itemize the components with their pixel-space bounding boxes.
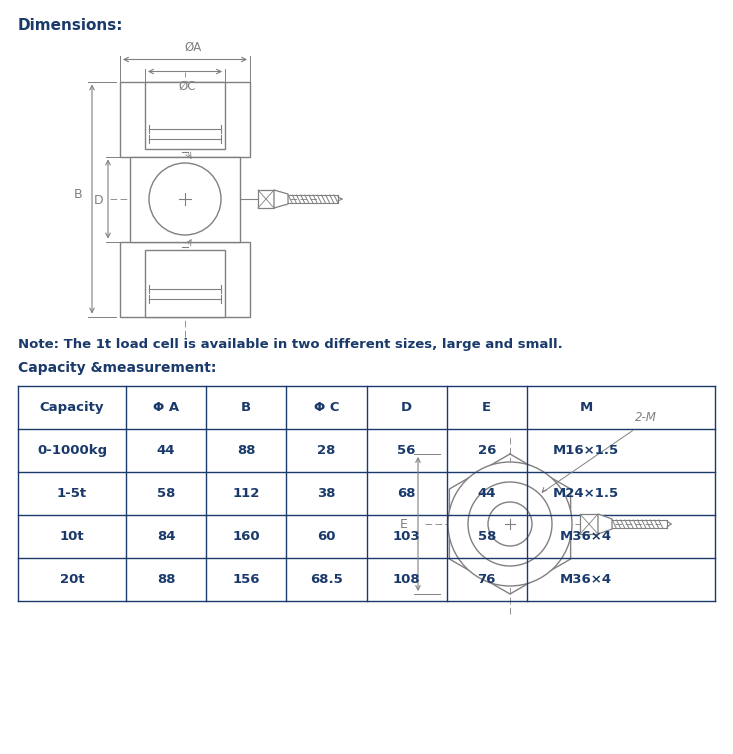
Bar bbox=[120, 241, 250, 317]
Text: 156: 156 bbox=[232, 573, 260, 586]
Circle shape bbox=[149, 163, 221, 235]
Bar bbox=[580, 514, 598, 534]
Text: E: E bbox=[482, 401, 491, 414]
Text: 108: 108 bbox=[393, 573, 421, 586]
Text: Φ C: Φ C bbox=[314, 401, 339, 414]
Text: 58: 58 bbox=[157, 487, 175, 500]
Text: 76: 76 bbox=[477, 573, 496, 586]
Text: 20t: 20t bbox=[59, 573, 84, 586]
Text: M36×4: M36×4 bbox=[560, 530, 612, 543]
Text: M24×1.5: M24×1.5 bbox=[553, 487, 619, 500]
Text: 88: 88 bbox=[237, 444, 256, 457]
Text: B: B bbox=[73, 188, 82, 201]
Text: 103: 103 bbox=[393, 530, 421, 543]
Text: ØC: ØC bbox=[178, 79, 196, 93]
Text: 2-M: 2-M bbox=[635, 411, 657, 424]
Text: 56: 56 bbox=[397, 444, 416, 457]
Bar bbox=[258, 190, 274, 208]
Text: E: E bbox=[400, 517, 408, 531]
Text: Dimensions:: Dimensions: bbox=[18, 18, 123, 33]
Text: 38: 38 bbox=[317, 487, 336, 500]
Text: ØA: ØA bbox=[185, 41, 202, 54]
Text: 1-5t: 1-5t bbox=[57, 487, 87, 500]
Text: 0-1000kg: 0-1000kg bbox=[37, 444, 107, 457]
Text: Capacity: Capacity bbox=[40, 401, 104, 414]
Text: Note: The 1t load cell is available in two different sizes, large and small.: Note: The 1t load cell is available in t… bbox=[18, 338, 563, 351]
Text: 28: 28 bbox=[317, 444, 336, 457]
Text: 112: 112 bbox=[232, 487, 260, 500]
Text: 58: 58 bbox=[477, 530, 496, 543]
Text: 84: 84 bbox=[157, 530, 175, 543]
Circle shape bbox=[488, 502, 532, 546]
Text: D: D bbox=[401, 401, 412, 414]
Bar bbox=[130, 157, 240, 241]
Bar bbox=[145, 81, 225, 149]
Text: M16×1.5: M16×1.5 bbox=[553, 444, 619, 457]
Text: 10t: 10t bbox=[59, 530, 84, 543]
Polygon shape bbox=[274, 190, 288, 208]
Text: D: D bbox=[93, 195, 103, 207]
Polygon shape bbox=[598, 514, 612, 534]
Text: 160: 160 bbox=[232, 530, 260, 543]
Text: 68.5: 68.5 bbox=[310, 573, 343, 586]
Circle shape bbox=[468, 482, 552, 566]
Text: Φ A: Φ A bbox=[153, 401, 179, 414]
Text: Capacity &measurement:: Capacity &measurement: bbox=[18, 361, 216, 375]
Bar bbox=[120, 81, 250, 157]
Circle shape bbox=[448, 462, 572, 586]
Text: 26: 26 bbox=[477, 444, 496, 457]
Text: M: M bbox=[579, 401, 593, 414]
Text: 68: 68 bbox=[397, 487, 416, 500]
Text: 60: 60 bbox=[317, 530, 336, 543]
Text: M36×4: M36×4 bbox=[560, 573, 612, 586]
Text: B: B bbox=[241, 401, 251, 414]
Text: 88: 88 bbox=[157, 573, 175, 586]
Bar bbox=[145, 250, 225, 317]
Text: 44: 44 bbox=[157, 444, 175, 457]
Text: 44: 44 bbox=[477, 487, 496, 500]
